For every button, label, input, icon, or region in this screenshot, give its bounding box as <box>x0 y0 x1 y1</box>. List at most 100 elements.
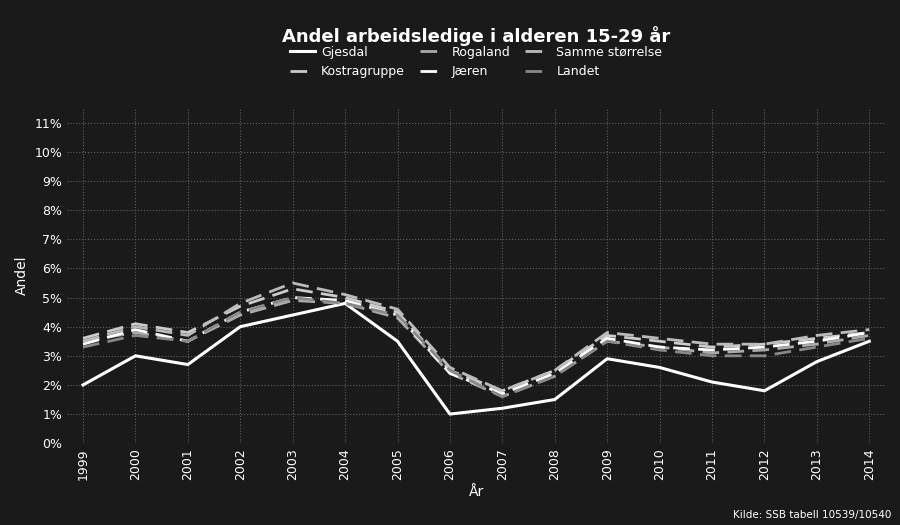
Samme størrelse <box>706 341 717 348</box>
Rogaland <box>812 341 823 348</box>
Jæren <box>287 295 298 301</box>
Rogaland <box>654 344 665 350</box>
Samme størrelse <box>183 332 194 339</box>
Jæren <box>812 338 823 344</box>
Rogaland <box>77 338 88 344</box>
Kostragruppe <box>864 329 875 335</box>
Line: Kostragruppe: Kostragruppe <box>83 289 869 391</box>
Samme størrelse <box>339 291 350 298</box>
Line: Samme størrelse: Samme størrelse <box>83 283 869 391</box>
X-axis label: År: År <box>469 486 484 499</box>
Samme størrelse <box>287 280 298 286</box>
Gjesdal <box>759 387 769 394</box>
Samme størrelse <box>654 335 665 341</box>
Samme størrelse <box>130 323 140 330</box>
Gjesdal <box>392 338 403 344</box>
Rogaland <box>549 373 560 380</box>
Landet <box>130 332 140 339</box>
Samme størrelse <box>235 300 246 307</box>
Jæren <box>759 344 769 350</box>
Landet <box>392 312 403 318</box>
Rogaland <box>706 350 717 356</box>
Rogaland <box>339 300 350 307</box>
Samme størrelse <box>549 367 560 373</box>
Kostragruppe <box>77 335 88 341</box>
Kostragruppe <box>602 332 613 339</box>
Kostragruppe <box>654 338 665 344</box>
Jæren <box>339 297 350 303</box>
Line: Jæren: Jæren <box>83 298 869 394</box>
Kostragruppe <box>445 367 455 373</box>
Title: Andel arbeidsledige i alderen 15-29 år: Andel arbeidsledige i alderen 15-29 år <box>282 26 670 46</box>
Landet <box>77 344 88 350</box>
Rogaland <box>392 315 403 321</box>
Jæren <box>77 341 88 348</box>
Gjesdal <box>812 359 823 365</box>
Samme størrelse <box>392 306 403 312</box>
Jæren <box>497 391 508 397</box>
Gjesdal <box>77 382 88 388</box>
Line: Landet: Landet <box>83 298 869 396</box>
Gjesdal <box>497 405 508 412</box>
Y-axis label: Andel: Andel <box>15 256 29 296</box>
Kostragruppe <box>183 329 194 335</box>
Jæren <box>549 370 560 376</box>
Landet <box>549 373 560 380</box>
Gjesdal <box>602 355 613 362</box>
Rogaland <box>864 332 875 339</box>
Jæren <box>183 338 194 344</box>
Gjesdal <box>130 353 140 359</box>
Jæren <box>235 309 246 315</box>
Landet <box>235 309 246 315</box>
Landet <box>654 347 665 353</box>
Gjesdal <box>235 323 246 330</box>
Gjesdal <box>183 361 194 368</box>
Jæren <box>130 327 140 333</box>
Gjesdal <box>549 396 560 403</box>
Samme størrelse <box>759 341 769 348</box>
Landet <box>183 338 194 344</box>
Samme størrelse <box>864 327 875 333</box>
Landet <box>497 393 508 400</box>
Kostragruppe <box>549 367 560 373</box>
Landet <box>339 300 350 307</box>
Rogaland <box>602 338 613 344</box>
Kostragruppe <box>287 286 298 292</box>
Samme størrelse <box>602 329 613 335</box>
Jæren <box>445 370 455 376</box>
Gjesdal <box>654 364 665 371</box>
Kostragruppe <box>759 341 769 348</box>
Rogaland <box>759 347 769 353</box>
Landet <box>602 338 613 344</box>
Kostragruppe <box>812 335 823 341</box>
Kostragruppe <box>235 303 246 309</box>
Jæren <box>602 335 613 341</box>
Legend: Gjesdal, Kostragruppe, Rogaland, Jæren, Samme størrelse, Landet: Gjesdal, Kostragruppe, Rogaland, Jæren, … <box>285 41 667 83</box>
Rogaland <box>445 370 455 376</box>
Kostragruppe <box>497 387 508 394</box>
Rogaland <box>497 393 508 400</box>
Landet <box>864 335 875 341</box>
Rogaland <box>183 338 194 344</box>
Kostragruppe <box>339 295 350 301</box>
Gjesdal <box>706 379 717 385</box>
Samme størrelse <box>445 364 455 371</box>
Text: Kilde: SSB tabell 10539/10540: Kilde: SSB tabell 10539/10540 <box>733 510 891 520</box>
Gjesdal <box>287 312 298 318</box>
Landet <box>759 353 769 359</box>
Landet <box>445 367 455 373</box>
Samme størrelse <box>812 332 823 339</box>
Kostragruppe <box>130 321 140 327</box>
Landet <box>287 295 298 301</box>
Samme størrelse <box>77 338 88 344</box>
Line: Rogaland: Rogaland <box>83 300 869 396</box>
Jæren <box>706 347 717 353</box>
Jæren <box>392 312 403 318</box>
Samme størrelse <box>497 387 508 394</box>
Kostragruppe <box>392 309 403 315</box>
Jæren <box>864 329 875 335</box>
Landet <box>812 344 823 350</box>
Rogaland <box>130 329 140 335</box>
Kostragruppe <box>706 344 717 350</box>
Rogaland <box>235 312 246 318</box>
